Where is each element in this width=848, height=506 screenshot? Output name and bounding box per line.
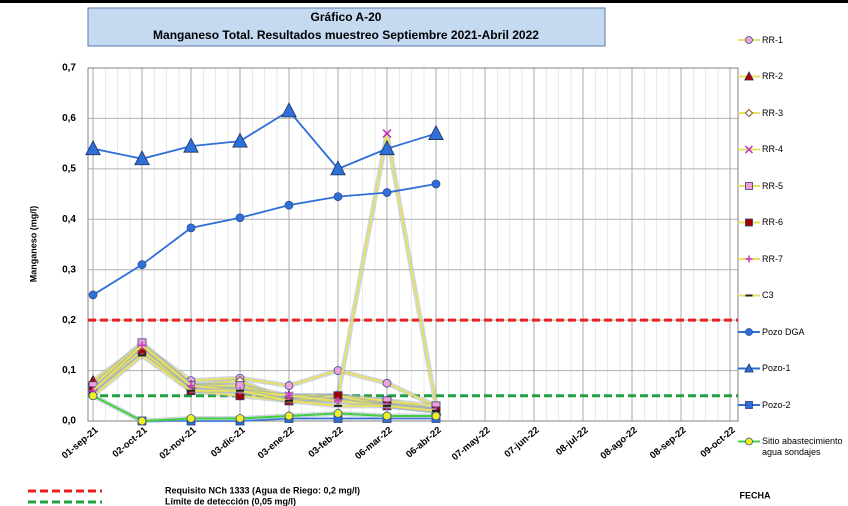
- legend-label: Sitio abastecimiento agua sondajes: [762, 436, 843, 457]
- top-border: [0, 0, 848, 3]
- y-tick-label: 0,1: [62, 365, 76, 376]
- marker: [428, 124, 444, 140]
- legend-label: RR-5: [762, 180, 784, 191]
- x-tick-label: 08-sep-22: [648, 425, 689, 462]
- x-tick-label: 06-abr-22: [404, 425, 443, 461]
- marker: [745, 401, 753, 409]
- marker: [379, 140, 395, 156]
- marker: [186, 223, 196, 233]
- y-tick-label: 0,4: [62, 214, 76, 225]
- legend-label: RR-7: [762, 253, 784, 264]
- legend-label: RR-4: [762, 144, 784, 154]
- y-axis-label: Manganeso (mg/l): [28, 206, 38, 283]
- marker: [88, 290, 98, 300]
- series-line: [92, 183, 437, 296]
- marker: [382, 129, 392, 139]
- minor-grid: [88, 68, 738, 421]
- marker: [284, 381, 294, 391]
- marker: [137, 260, 147, 270]
- marker: [235, 213, 245, 223]
- marker: [333, 409, 343, 418]
- legend-label: Pozo DGA: [762, 326, 805, 337]
- marker: [382, 188, 392, 197]
- marker: [745, 182, 753, 190]
- legend-label: Pozo-2: [762, 399, 791, 410]
- reference-legend-label: Límite de detección (0,05 mg/l): [165, 496, 296, 506]
- series-line: [92, 109, 437, 170]
- legend-label: C3: [762, 290, 774, 300]
- marker: [745, 255, 753, 263]
- marker: [745, 36, 753, 44]
- y-tick-label: 0,2: [62, 315, 76, 326]
- y-tick-label: 0,0: [62, 416, 76, 427]
- marker: [744, 71, 754, 81]
- marker: [137, 416, 147, 426]
- x-tick-label: 02-nov-21: [157, 424, 199, 461]
- series-line: [92, 394, 436, 423]
- marker: [134, 150, 150, 166]
- x-tick-label: 03-ene-22: [256, 425, 297, 462]
- x-tick-label: 06-mar-22: [353, 425, 394, 462]
- marker: [745, 218, 753, 227]
- marker: [333, 192, 343, 201]
- marker: [382, 411, 392, 421]
- x-tick-label: 07-jun-22: [503, 425, 542, 460]
- marker: [431, 411, 441, 421]
- marker: [281, 102, 297, 118]
- x-tick-label: 07-may-22: [450, 425, 493, 463]
- legend-label: RR-3: [762, 107, 784, 118]
- marker: [382, 378, 392, 388]
- y-tick-label: 0,5: [62, 163, 76, 174]
- legend-label: RR-6: [762, 217, 784, 227]
- marker: [744, 108, 754, 118]
- x-tick-label: 01-sep-21: [60, 424, 101, 461]
- marker: [744, 363, 754, 373]
- y-tick-label: 0,7: [62, 63, 76, 74]
- x-tick-label: 09-oct-22: [699, 425, 738, 460]
- chart-title: Gráfico A-20: [311, 10, 382, 24]
- marker: [285, 391, 293, 400]
- marker: [745, 437, 753, 446]
- x-tick-label: 03-feb-22: [307, 425, 346, 460]
- marker: [88, 391, 98, 401]
- marker: [235, 414, 245, 423]
- marker: [138, 341, 146, 350]
- marker: [431, 179, 441, 189]
- marker: [745, 328, 753, 336]
- marker: [284, 200, 294, 210]
- plot-frame: [87, 67, 739, 422]
- y-tick-label: 0,6: [62, 113, 76, 124]
- x-tick-label: 08-jul-22: [554, 425, 591, 458]
- legend-label: RR-1: [762, 34, 784, 45]
- marker: [744, 145, 754, 154]
- legend-label: RR-2: [762, 71, 784, 81]
- x-tick-label: 03-dic-21: [209, 424, 248, 459]
- marker: [232, 132, 248, 148]
- legend-label: Pozo-1: [762, 363, 791, 373]
- marker: [284, 411, 294, 421]
- title-box: [87, 7, 606, 47]
- x-tick-label: 08-ago-22: [598, 425, 639, 462]
- marker: [186, 414, 196, 423]
- marker: [330, 160, 346, 176]
- marker: [85, 140, 101, 156]
- x-tick-label: 02-oct-21: [111, 424, 151, 460]
- marker: [187, 381, 195, 390]
- reference-legend-label: Requisito NCh 1333 (Agua de Riego: 0,2 m…: [165, 485, 360, 495]
- x-axis-label: FECHA: [740, 490, 771, 500]
- y-tick-label: 0,3: [62, 264, 76, 275]
- series-line: [92, 354, 437, 412]
- chart-subtitle: Manganeso Total. Resultados muestreo Sep…: [153, 28, 539, 42]
- marker: [334, 396, 342, 405]
- marker: [183, 137, 199, 153]
